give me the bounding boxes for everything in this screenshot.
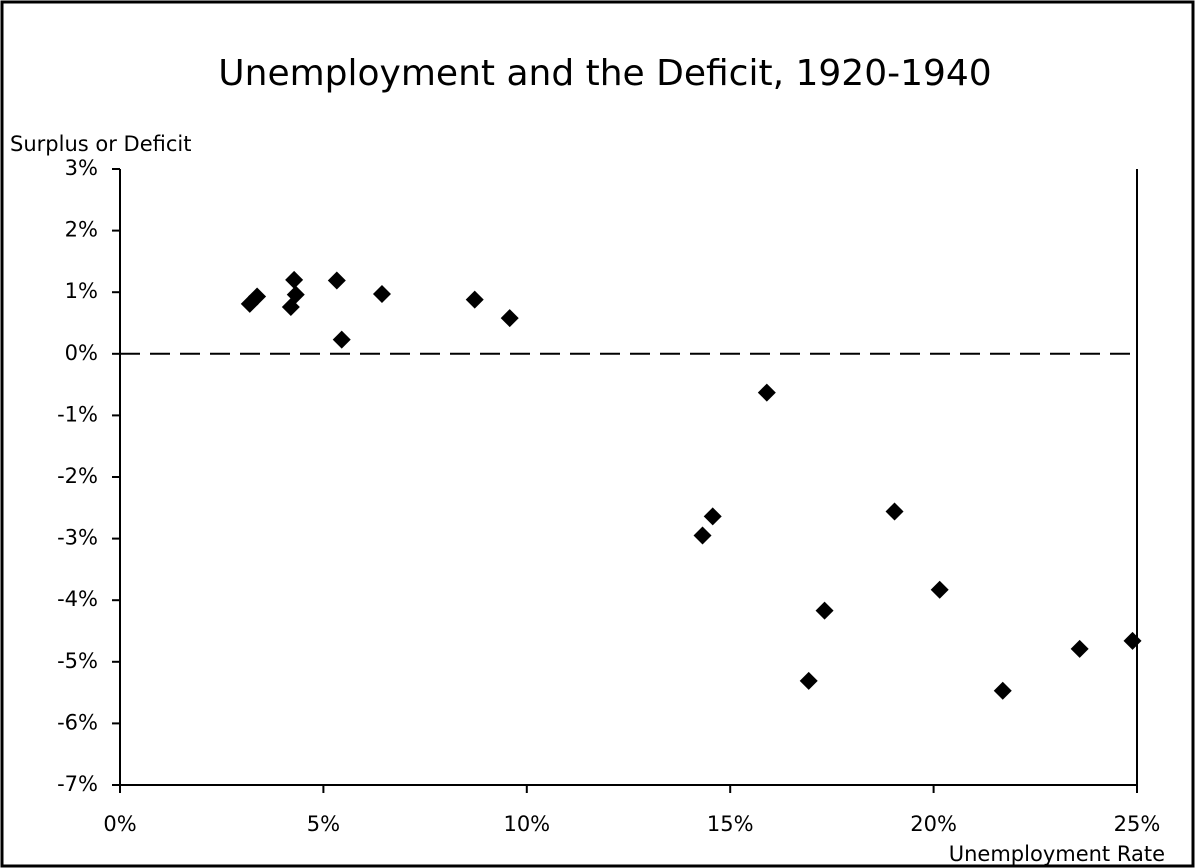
point [815, 601, 834, 620]
x-tick-label: 0% [103, 812, 136, 836]
y-tick-label: -2% [57, 464, 98, 488]
y-tick-label: -5% [57, 649, 98, 673]
x-tick-label: 15% [707, 812, 754, 836]
point [757, 383, 776, 402]
y-axis-label: Surplus or Deficit [10, 132, 191, 156]
point [327, 271, 346, 290]
y-tick-label: 3% [65, 156, 98, 180]
point [1123, 631, 1142, 650]
y-tick-label: 2% [65, 218, 98, 242]
chart-title: Unemployment and the Deficit, 1920-1940 [218, 53, 991, 94]
point [286, 285, 305, 304]
x-tick-label: 10% [503, 812, 550, 836]
y-tick-label: -1% [57, 402, 98, 426]
point [500, 309, 519, 328]
point [930, 580, 949, 599]
x-axis-label: Unemployment Rate [949, 842, 1165, 866]
y-tick-label: -7% [57, 772, 98, 796]
y-tick-label: -4% [57, 587, 98, 611]
y-tick-label: 0% [65, 341, 98, 365]
point [993, 681, 1012, 700]
point [885, 502, 904, 521]
point [799, 671, 818, 690]
y-tick-label: -3% [57, 526, 98, 550]
point [285, 270, 304, 289]
point [248, 287, 267, 306]
x-tick-label: 25% [1114, 812, 1161, 836]
x-tick-label: 20% [910, 812, 957, 836]
point [372, 285, 391, 304]
y-tick-label: -6% [57, 710, 98, 734]
point [332, 330, 351, 349]
point [1070, 639, 1089, 658]
point [693, 526, 712, 545]
y-tick-label: 1% [65, 279, 98, 303]
point [703, 507, 722, 526]
x-tick-label: 5% [307, 812, 340, 836]
point [465, 290, 484, 309]
